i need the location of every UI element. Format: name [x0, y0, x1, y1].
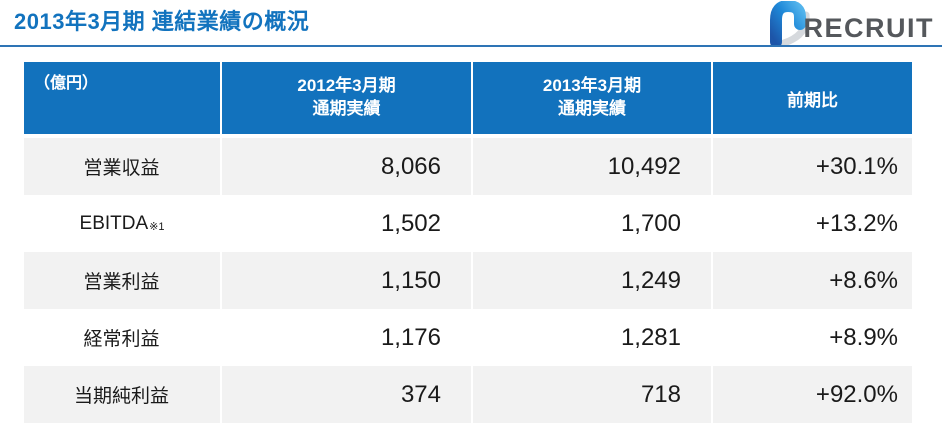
page-title: 2013年3月期 連結業績の概況 — [14, 9, 310, 34]
recruit-logo-text: RECRUIT — [803, 13, 934, 43]
table-header-row: （億円） 2012年3月期 通期実績 2013年3月期 通期実績 前期比 — [24, 62, 918, 134]
fy2013-header-line2: 通期実績 — [558, 99, 626, 118]
row-label: 営業収益 — [24, 138, 220, 195]
yoy-value: +13.2% — [713, 195, 912, 252]
fy2013-value: 1,281 — [473, 309, 711, 366]
yoy-header-cell: 前期比 — [713, 62, 912, 134]
yoy-value: +30.1% — [713, 138, 912, 195]
row-label-text: 営業利益 — [83, 272, 160, 293]
fy2012-value: 374 — [222, 366, 471, 423]
yoy-value: +8.6% — [713, 252, 912, 309]
fy2013-value: 1,700 — [473, 195, 711, 252]
fy2012-header-line1: 2012年3月期 — [297, 76, 396, 96]
fy2012-header-cell: 2012年3月期 通期実績 — [222, 62, 471, 134]
row-label: 当期純利益 — [24, 366, 220, 423]
yoy-value: +92.0% — [713, 366, 912, 423]
results-table: （億円） 2012年3月期 通期実績 2013年3月期 通期実績 前期比 営業収… — [24, 62, 918, 423]
table-row-operating-revenue: 営業収益 8,066 10,492 +30.1% — [24, 138, 918, 195]
table-row-net-income: 当期純利益 374 718 +92.0% — [24, 366, 918, 423]
row-label: EBITDA ※1 — [24, 195, 220, 252]
fy2013-header-cell: 2013年3月期 通期実績 — [473, 62, 711, 134]
row-label-text: EBITDA — [79, 212, 149, 234]
fy2012-value: 1,502 — [222, 195, 471, 252]
row-label-text: 営業収益 — [83, 158, 160, 179]
row-label-note: ※1 — [149, 221, 165, 233]
recruit-logo: RECRUIT — [766, 1, 935, 45]
fy2012-header-line2: 通期実績 — [312, 99, 381, 118]
table-body: 営業収益 8,066 10,492 +30.1% EBITDA ※1 1,502 … — [24, 138, 918, 423]
unit-header-cell: （億円） — [24, 62, 220, 134]
fy2013-header-line1: 2013年3月期 — [542, 76, 642, 96]
table-row-ebitda: EBITDA ※1 1,502 1,700 +13.2% — [24, 195, 918, 252]
fy2013-value: 1,249 — [473, 252, 711, 309]
row-label-text: 当期純利益 — [73, 386, 169, 407]
fy2012-value: 1,150 — [222, 252, 471, 309]
row-label: 経常利益 — [24, 309, 220, 366]
row-label: 営業利益 — [24, 252, 220, 309]
title-divider — [0, 45, 942, 47]
fy2012-value: 1,176 — [222, 309, 471, 366]
fy2013-value: 718 — [473, 366, 711, 423]
fy2013-value: 10,492 — [473, 138, 711, 195]
fy2012-value: 8,066 — [222, 138, 471, 195]
recruit-r-mark-icon — [769, 1, 810, 45]
table-row-operating-income: 営業利益 1,150 1,249 +8.6% — [24, 252, 918, 309]
yoy-value: +8.9% — [713, 309, 912, 366]
table-row-ordinary-income: 経常利益 1,176 1,281 +8.9% — [24, 309, 918, 366]
row-label-text: 経常利益 — [83, 329, 160, 350]
